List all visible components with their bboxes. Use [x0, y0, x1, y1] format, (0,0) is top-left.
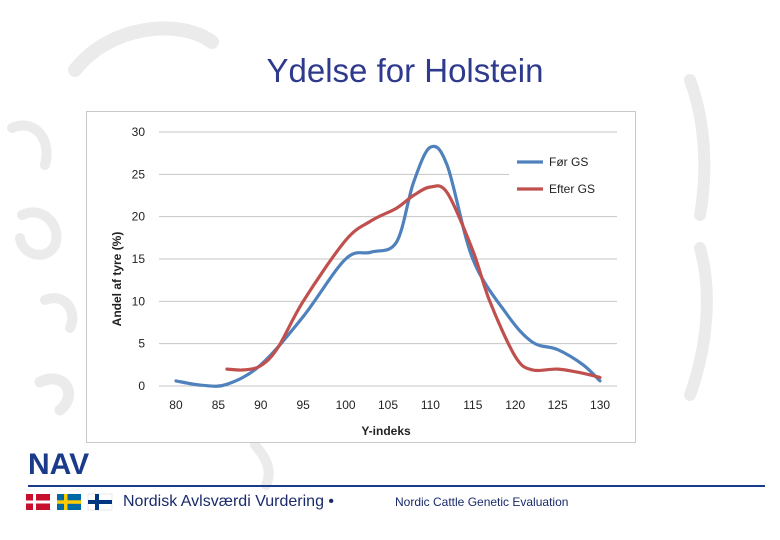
legend-box	[509, 148, 619, 204]
y-tick-label: 30	[132, 125, 146, 139]
legend-label-0: Før GS	[549, 155, 588, 169]
y-tick-label: 25	[132, 167, 146, 181]
nordic-flags-icon	[26, 493, 113, 511]
footer-divider	[28, 485, 765, 487]
x-tick-label: 110	[421, 398, 440, 412]
series-line-0	[174, 144, 602, 388]
x-tick-label: 125	[548, 398, 568, 412]
x-tick-label: 115	[463, 398, 482, 412]
finnish-flag-icon	[87, 493, 113, 511]
y-axis-label: Andel af tyre (%)	[110, 232, 124, 327]
y-tick-label: 15	[132, 252, 146, 266]
legend-label-1: Efter GS	[549, 182, 595, 196]
x-tick-label: 85	[212, 398, 226, 412]
slide-title: Ydelse for Holstein	[266, 52, 544, 89]
x-tick-label: 105	[378, 398, 398, 412]
x-tick-label: 95	[297, 398, 311, 412]
x-axis-label: Y-indeks	[361, 424, 411, 438]
footer-text-nordic-danish: Nordisk Avlsværdi Vurdering •	[123, 493, 335, 510]
x-tick-label: 90	[254, 398, 268, 412]
chart-frame: 0 5 10 15 20 25 30 80 85 90 95 100 105 110 115 120 125 13…	[86, 111, 636, 443]
x-tick-label: 80	[169, 398, 183, 412]
y-tick-label: 0	[138, 379, 145, 393]
y-tick-label: 10	[132, 294, 146, 308]
nav-logo: NAV	[28, 448, 90, 481]
danish-flag-icon	[26, 494, 50, 510]
swedish-flag-icon	[57, 494, 81, 510]
x-tick-label: 100	[336, 398, 356, 412]
x-tick-label: 120	[505, 398, 525, 412]
footer-text-nordic-english: Nordic Cattle Genetic Evaluation	[395, 495, 569, 509]
line-chart: 0 5 10 15 20 25 30 80 85 90 95 100 105 110 115 120 125 13…	[110, 125, 619, 438]
series-line-1	[225, 184, 602, 380]
x-tick-label: 130	[590, 398, 610, 412]
y-tick-label: 20	[132, 210, 146, 224]
y-tick-label: 5	[138, 337, 145, 351]
